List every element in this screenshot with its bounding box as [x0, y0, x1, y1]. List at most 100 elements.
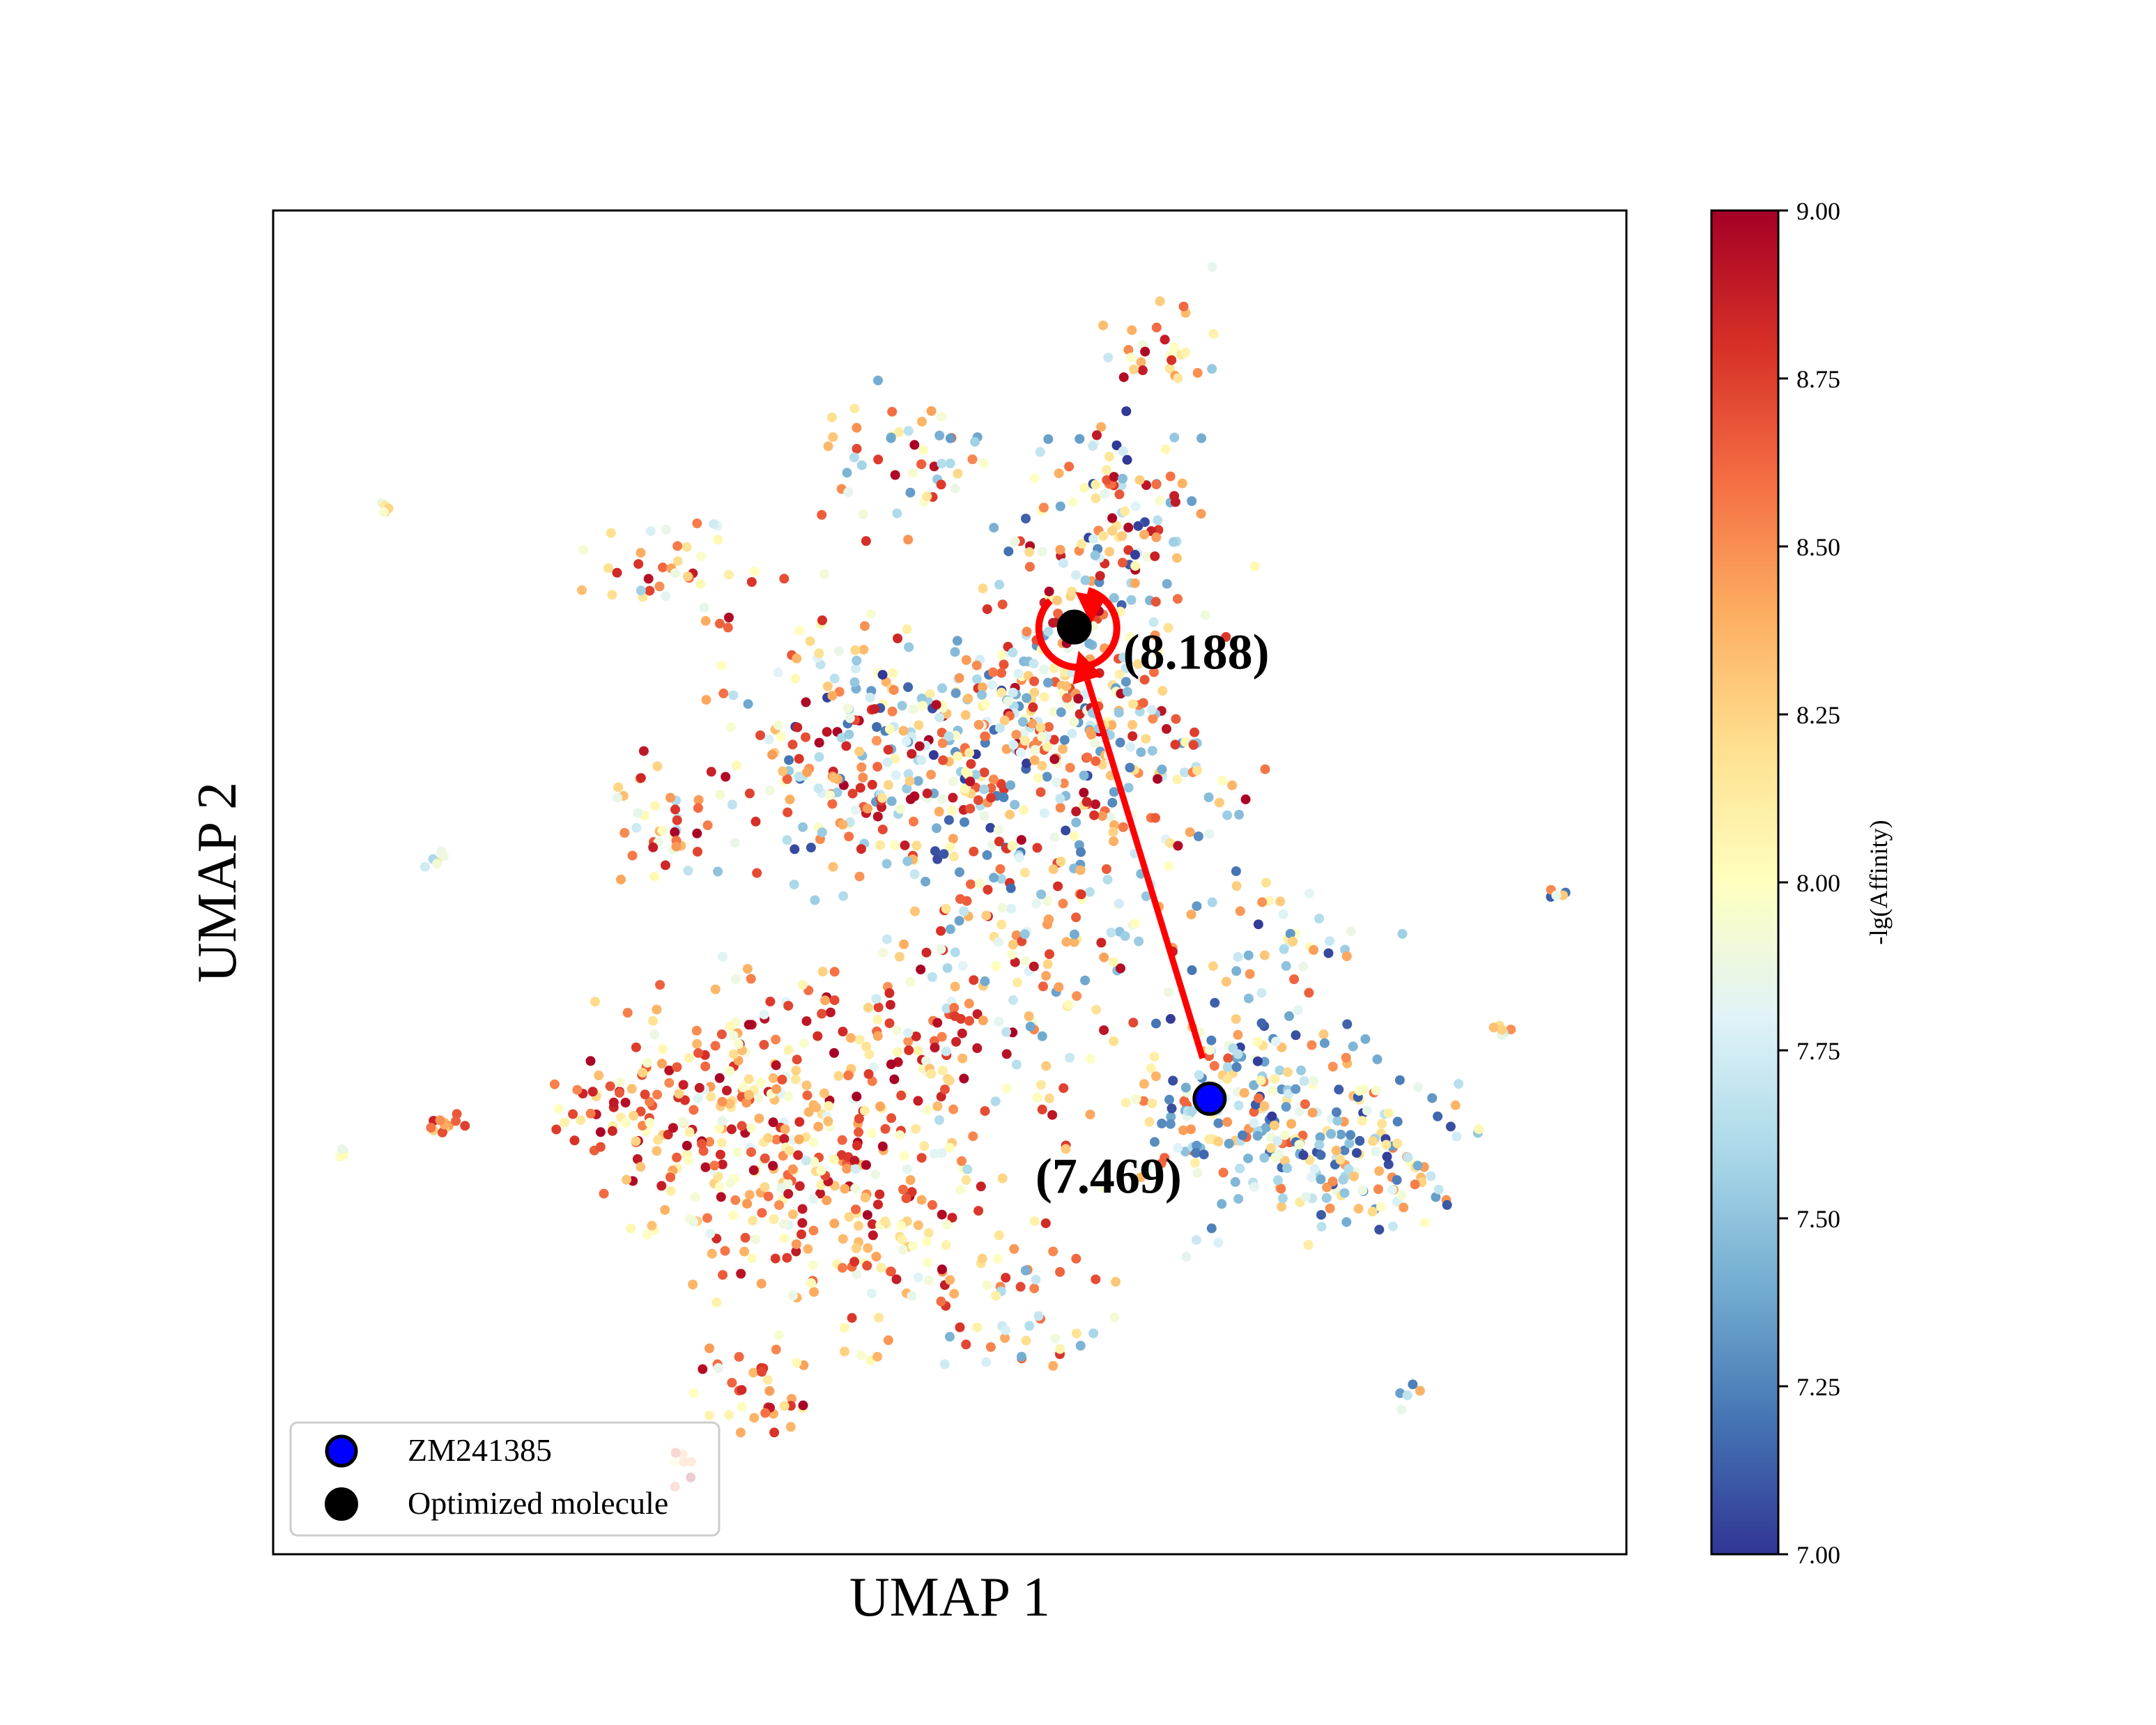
scatter-point	[1294, 1140, 1304, 1150]
scatter-point	[1038, 981, 1048, 992]
scatter-point	[1121, 663, 1131, 673]
scatter-point	[1178, 301, 1189, 312]
scatter-point	[769, 1427, 780, 1438]
scatter-point	[613, 792, 623, 803]
scatter-point	[1130, 578, 1140, 588]
scatter-point	[986, 792, 996, 803]
scatter-point	[1017, 1351, 1026, 1362]
scatter-point	[1316, 1222, 1327, 1232]
scatter-point	[1037, 1031, 1047, 1041]
scatter-point	[1117, 531, 1127, 542]
scatter-point	[932, 823, 941, 834]
scatter-point	[1392, 1175, 1402, 1185]
scatter-point	[1392, 1138, 1403, 1149]
scatter-point	[885, 999, 895, 1010]
scatter-point	[1233, 952, 1243, 962]
scatter-point	[841, 741, 852, 751]
scatter-point	[1342, 1019, 1353, 1029]
scatter-point	[850, 1183, 861, 1194]
scatter-point	[913, 1045, 923, 1056]
scatter-point	[1173, 594, 1183, 604]
scatter-point	[1054, 982, 1064, 992]
scatter-point	[730, 838, 740, 848]
scatter-point	[947, 1213, 957, 1223]
scatter-point	[1217, 775, 1228, 785]
scatter-point	[814, 648, 824, 659]
scatter-point	[856, 1350, 866, 1360]
scatter-point	[1382, 1151, 1392, 1162]
scatter-point	[947, 806, 957, 816]
scatter-point	[693, 803, 703, 813]
scatter-point	[1085, 1110, 1095, 1120]
scatter-point	[1075, 1340, 1086, 1351]
scatter-point	[790, 844, 800, 854]
scatter-point	[1041, 971, 1052, 981]
scatter-point	[677, 1117, 688, 1127]
scatter-point	[816, 1165, 826, 1176]
scatter-point	[636, 585, 646, 596]
scatter-point	[633, 808, 643, 818]
scatter-point	[1208, 329, 1219, 339]
scatter-point	[1321, 1193, 1332, 1203]
scatter-point	[779, 1134, 790, 1144]
scatter-point	[672, 556, 683, 567]
scatter-point	[858, 772, 868, 783]
scatter-point	[1045, 949, 1054, 959]
scatter-point	[1139, 1096, 1149, 1106]
scatter-point	[774, 1200, 784, 1211]
scatter-point	[764, 735, 774, 745]
scatter-point	[971, 660, 982, 670]
scatter-point	[1399, 1202, 1409, 1213]
scatter-point	[710, 1041, 721, 1051]
scatter-point	[788, 1290, 798, 1301]
scatter-point	[950, 484, 960, 494]
scatter-point	[1061, 825, 1071, 836]
scatter-point	[873, 1199, 883, 1210]
scatter-point	[756, 1278, 767, 1289]
scatter-point	[817, 827, 827, 838]
scatter-point	[792, 1358, 802, 1368]
colorbar-tick-label: 8.25	[1796, 701, 1840, 729]
scatter-point	[1121, 1098, 1131, 1107]
scatter-point	[1090, 550, 1100, 560]
scatter-point	[560, 1117, 570, 1128]
scatter-point	[940, 1084, 950, 1094]
scatter-point	[678, 1080, 688, 1090]
scatter-point	[829, 967, 840, 977]
scatter-point	[1012, 977, 1022, 988]
scatter-point	[1275, 1065, 1285, 1075]
scatter-point	[622, 1174, 632, 1185]
scatter-point	[926, 1068, 937, 1079]
scatter-point	[908, 1241, 918, 1251]
scatter-point	[785, 795, 795, 805]
scatter-point	[1354, 1086, 1364, 1096]
scatter-point	[829, 773, 839, 783]
scatter-point	[874, 1312, 884, 1323]
scatter-point	[648, 842, 659, 852]
scatter-point	[809, 1287, 819, 1297]
scatter-point	[688, 1217, 699, 1227]
scatter-point	[1252, 1036, 1263, 1047]
scatter-point	[1108, 827, 1118, 837]
scatter-point	[1077, 539, 1087, 549]
scatter-point	[1021, 1335, 1031, 1346]
scatter-point	[1362, 1105, 1372, 1116]
scatter-point	[1189, 727, 1200, 737]
scatter-point	[740, 1232, 750, 1243]
scatter-point	[980, 976, 990, 986]
scatter-point	[904, 642, 914, 652]
scatter-point	[744, 1074, 754, 1084]
scatter-point	[608, 1097, 619, 1107]
scatter-point	[1204, 829, 1215, 839]
scatter-point	[1029, 676, 1040, 687]
scatter-point	[1303, 1240, 1314, 1250]
scatter-point	[631, 1042, 641, 1052]
scatter-point	[1193, 831, 1203, 841]
scatter-point	[749, 1413, 760, 1423]
scatter-point	[868, 1230, 878, 1241]
scatter-point	[842, 703, 853, 714]
scatter-point	[897, 700, 907, 711]
scatter-point	[834, 687, 845, 697]
scatter-point	[1088, 440, 1098, 451]
scatter-point	[948, 792, 958, 803]
